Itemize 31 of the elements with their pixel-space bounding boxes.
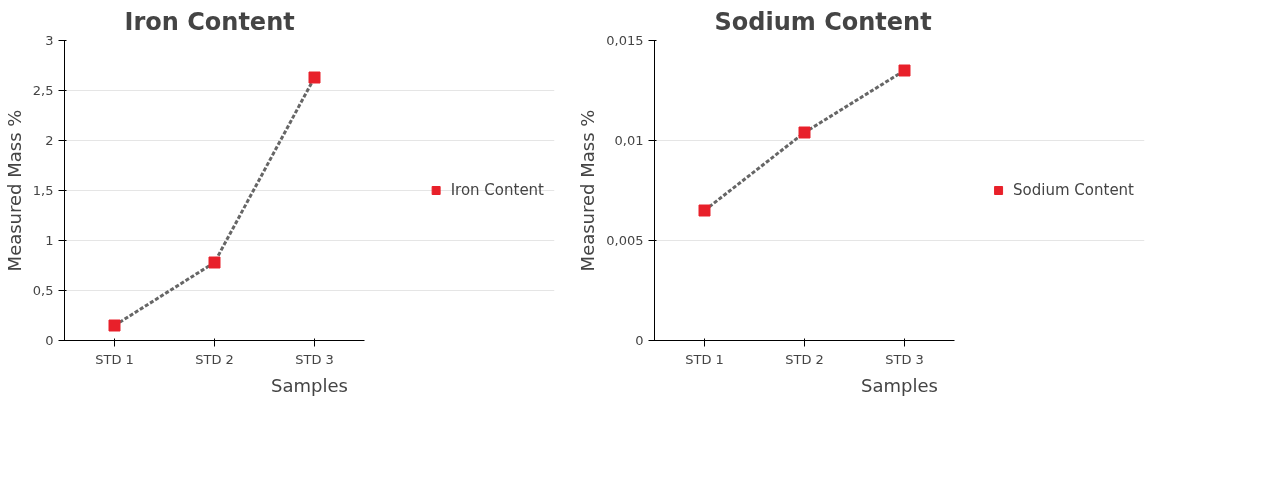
point [798,126,811,139]
y-tick-label: 3 [45,33,54,48]
x-axis-title: Samples [861,374,938,396]
point [208,256,221,269]
legend-label: Iron Content [450,181,544,199]
point [308,71,321,84]
x-tick-label: STD 2 [785,351,824,367]
y-tick-label: 2 [45,133,54,148]
y-axis-title: Measured Mass % [3,109,25,272]
point [698,204,711,217]
y-tick-label: 0,005 [606,233,644,248]
x-tick-label: STD 2 [195,351,234,367]
chart-title: Sodium Content [714,7,932,36]
x-axis-title: Samples [271,374,348,396]
y-tick-label: 0 [45,333,54,348]
y-axis-title: Measured Mass % [577,109,599,272]
y-tick-label: 0,01 [614,133,644,148]
legend-label: Sodium Content [1013,181,1134,199]
y-tick-label: 0,015 [606,33,644,48]
point [898,64,911,77]
y-tick-label: 1,5 [32,183,54,198]
x-tick-label: STD 3 [885,351,924,367]
chart-title: Iron Content [124,7,295,36]
point [108,319,121,332]
x-tick-label: STD 1 [95,351,134,367]
x-tick-label: STD 3 [295,351,334,367]
y-tick-label: 2,5 [32,83,54,98]
x-tick-label: STD 1 [685,351,724,367]
y-tick-label: 0,5 [32,283,54,298]
y-tick-label: 1 [45,233,54,248]
y-tick-label: 0 [635,333,644,348]
